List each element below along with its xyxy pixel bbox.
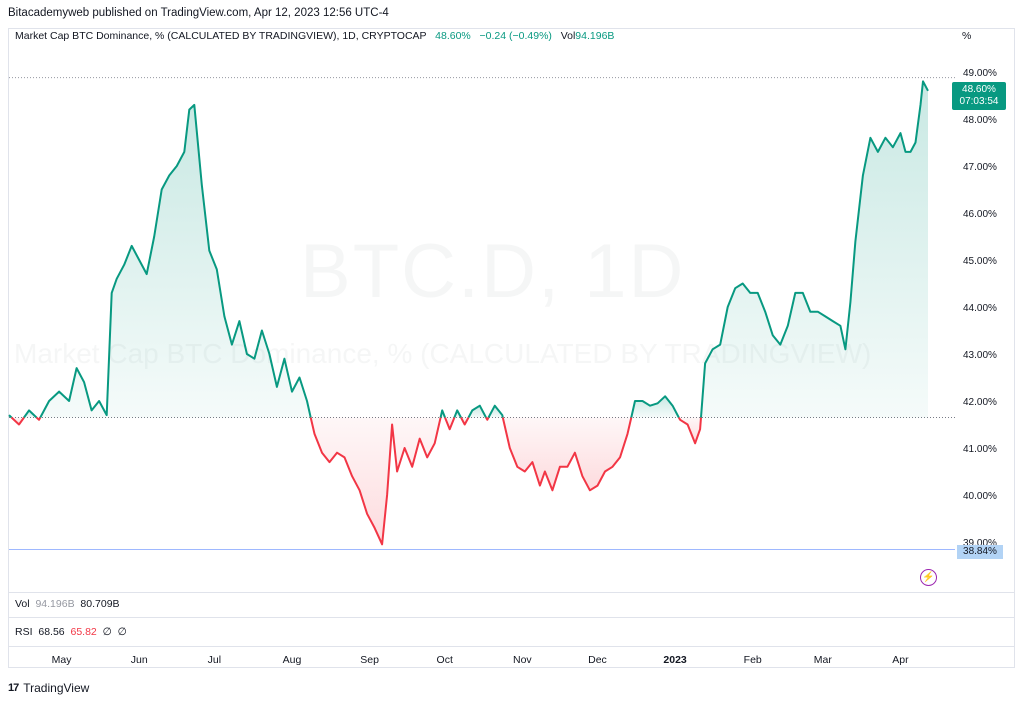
line-below-baseline: [10, 416, 25, 426]
y-tick-label: 40.00%: [963, 491, 997, 502]
y-tick-label: 44.00%: [963, 303, 997, 314]
rsi-label: RSI: [15, 626, 33, 638]
x-tick-label: Sep: [360, 654, 379, 666]
line-below-baseline: [444, 417, 456, 431]
chart-frame: [8, 28, 1015, 668]
rsi-value-2: 65.82: [70, 626, 97, 638]
time-axis-separator: [9, 646, 1014, 647]
last-price-value: 48.60%: [962, 84, 996, 95]
line-above-baseline: [23, 409, 38, 419]
line-above-baseline: [487, 404, 504, 418]
published-caption: Bitacademyweb published on TradingView.c…: [8, 7, 389, 19]
symbol-watermark: BTC.D, 1D: [300, 229, 686, 314]
axis-ticks: 49.00% 48.00% 47.00% 46.00% 45.00% 44.00% 43.0…: [52, 68, 997, 666]
unit-label: %: [962, 30, 972, 42]
last-price-tag: 48.60% 07:03:54: [952, 82, 1006, 110]
grid-lines: [9, 77, 955, 550]
line-above-baseline: [467, 404, 487, 418]
chart-legend[interactable]: Market Cap BTC Dominance, % (CALCULATED …: [15, 30, 614, 42]
line-above-baseline: [453, 409, 462, 418]
y-tick-label: 41.00%: [963, 444, 997, 455]
volume-value-1: 94.196B: [35, 598, 75, 610]
line-below-baseline: [309, 417, 442, 546]
last-value: 48.60%: [435, 30, 471, 42]
line-above-baseline: [8, 414, 13, 419]
line-below-baseline: [677, 417, 702, 445]
area-above-baseline: [701, 81, 928, 418]
x-tick-label: Jun: [131, 654, 148, 666]
rsi-pane-legend[interactable]: RSI 68.56 65.82 ∅ ∅: [15, 626, 127, 638]
line-below-baseline: [35, 416, 42, 421]
y-tick-label: 47.00%: [963, 162, 997, 173]
area-below-baseline: [678, 417, 701, 444]
line-above-baseline: [439, 409, 446, 418]
area-above-baseline: [468, 405, 486, 418]
volume-label: Vol: [15, 598, 30, 610]
bar-countdown: 07:03:54: [959, 96, 999, 107]
price-line: [8, 80, 929, 546]
volume-pane-separator[interactable]: [9, 592, 1014, 593]
x-tick-label: 2023: [663, 654, 687, 666]
x-tick-label: Dec: [588, 654, 607, 666]
area-above-baseline: [40, 104, 311, 418]
rsi-pane-separator[interactable]: [9, 617, 1014, 618]
x-tick-label: Aug: [283, 654, 302, 666]
line-below-baseline: [485, 417, 490, 421]
rsi-value-4: ∅: [117, 626, 127, 638]
x-tick-label: Oct: [437, 654, 453, 666]
y-tick-label: 49.00%: [963, 68, 997, 79]
low-price-tag: 38.84%: [957, 545, 1003, 559]
y-tick-label: 39.00%: [963, 538, 997, 549]
area-below-baseline: [502, 417, 632, 491]
rsi-value-1: 68.56: [38, 626, 65, 638]
y-tick-label: 46.00%: [963, 209, 997, 220]
x-tick-label: Nov: [513, 654, 532, 666]
line-above-baseline: [39, 103, 312, 418]
line-below-baseline: [501, 417, 633, 492]
symbol-title: Market Cap BTC Dominance, % (CALCULATED …: [15, 30, 427, 42]
vol-label: Vol: [560, 30, 576, 42]
x-tick-label: Feb: [744, 654, 762, 666]
x-tick-label: May: [52, 654, 73, 666]
footer-brand: TradingView: [23, 681, 90, 695]
area-below-baseline: [310, 417, 441, 545]
volume-value-2: 80.709B: [80, 598, 120, 610]
line-above-baseline: [700, 80, 929, 418]
vol-value: 94.196B: [575, 30, 615, 42]
tradingview-logo-icon: 17: [8, 682, 19, 694]
y-tick-label: 45.00%: [963, 256, 997, 267]
area-above-baseline: [488, 405, 503, 418]
y-tick-label: 42.00%: [963, 397, 997, 408]
y-tick-label: 48.00%: [963, 115, 997, 126]
lightning-icon[interactable]: ⚡: [920, 569, 937, 586]
rsi-value-3: ∅: [102, 626, 112, 638]
volume-pane-legend[interactable]: Vol 94.196B 80.709B: [15, 598, 120, 610]
area-above-baseline: [631, 396, 679, 418]
x-tick-label: Jul: [208, 654, 221, 666]
footer[interactable]: 17 TradingView: [8, 681, 89, 695]
x-tick-label: Mar: [814, 654, 833, 666]
area-below-baseline: [445, 417, 455, 430]
y-tick-label: 43.00%: [963, 350, 997, 361]
change-value: −0.24 (−0.49%): [479, 30, 552, 42]
line-below-baseline: [460, 417, 470, 426]
line-above-baseline: [630, 395, 680, 418]
x-tick-label: Apr: [892, 654, 909, 666]
